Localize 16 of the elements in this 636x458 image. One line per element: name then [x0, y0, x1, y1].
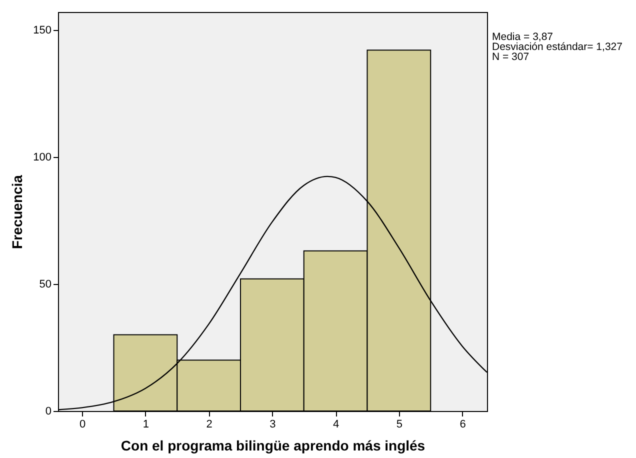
y-tick-label: 0: [45, 406, 52, 418]
x-tick-label: 0: [80, 418, 86, 430]
y-tick-label: 150: [33, 24, 52, 36]
x-axis-title: Con el programa bilingüe aprendo más inglés: [120, 438, 426, 454]
x-tick-label: 5: [396, 418, 402, 430]
x-tick-label: 4: [332, 418, 340, 430]
text: Desviación estándar= 1,327: [492, 41, 622, 53]
text: N = 307: [492, 51, 530, 63]
y-tick-label: 50: [39, 278, 52, 290]
x-tick-label: 1: [142, 418, 150, 430]
x-tick-label: 6: [460, 418, 466, 430]
x-tick-label: 2: [206, 418, 212, 430]
y-axis-title: Frecuencia: [9, 174, 26, 249]
x-tick-label: 3: [270, 418, 276, 430]
text: Media = 3,87: [492, 31, 554, 43]
y-tick-label: 100: [33, 151, 52, 164]
